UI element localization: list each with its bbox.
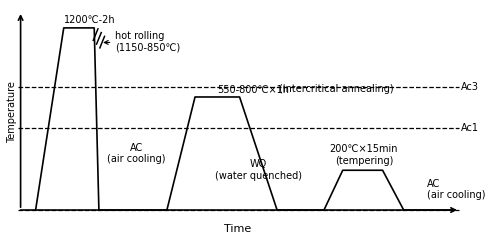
Text: 200℃×15min
(tempering): 200℃×15min (tempering) <box>330 144 398 166</box>
Text: AC
(air cooling): AC (air cooling) <box>107 143 166 164</box>
Text: Ac3: Ac3 <box>460 82 478 91</box>
Text: AC
(air cooling): AC (air cooling) <box>427 179 486 200</box>
Text: WQ
(water quenched): WQ (water quenched) <box>215 160 302 181</box>
Text: 1200℃-2h: 1200℃-2h <box>64 15 116 25</box>
Text: Temperature: Temperature <box>7 81 17 143</box>
Text: Ac1: Ac1 <box>460 123 478 133</box>
Text: hot rolling
(1150-850℃): hot rolling (1150-850℃) <box>104 31 180 53</box>
Text: Time: Time <box>224 224 251 234</box>
Text: (intercritical annealing): (intercritical annealing) <box>280 84 394 95</box>
Text: 550-800℃×1h: 550-800℃×1h <box>218 85 290 95</box>
